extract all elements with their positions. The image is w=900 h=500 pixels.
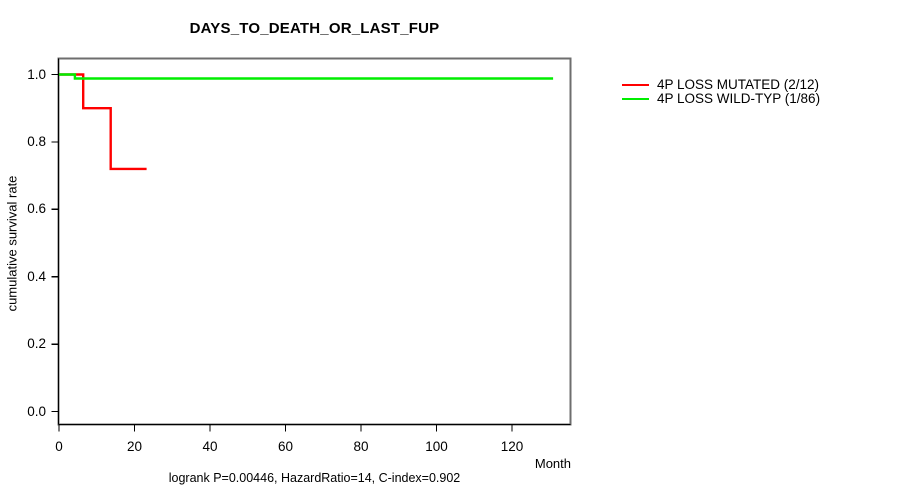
y-tick-label: 1.0 — [27, 66, 46, 82]
x-tick-label: 120 — [500, 439, 524, 454]
x-tick-label: 0 — [55, 439, 63, 454]
x-axis-label: Month — [534, 456, 571, 471]
y-tick-label: 0.2 — [27, 336, 46, 352]
x-tick-label: 80 — [353, 439, 369, 454]
legend-label: 4P LOSS WILD-TYP (1/86) — [657, 91, 821, 106]
legend-label: 4P LOSS MUTATED (2/12) — [657, 77, 820, 92]
survival-curve-wildtype — [59, 73, 554, 80]
x-tick-label: 40 — [202, 439, 218, 454]
survival-curve-mutated — [59, 73, 147, 171]
legend-line-swatch — [622, 84, 649, 86]
chart-title: DAYS_TO_DEATH_OR_LAST_FUP — [189, 20, 440, 37]
legend: 4P LOSS MUTATED (2/12) 4P LOSS WILD-TYP (… — [622, 78, 820, 106]
y-tick-label: 0.0 — [27, 403, 46, 419]
legend-item: 4P LOSS MUTATED (2/12) — [622, 78, 820, 92]
x-tick-label: 100 — [425, 439, 448, 454]
legend-line-swatch — [622, 98, 649, 100]
legend-item: 4P LOSS WILD-TYP (1/86) — [622, 92, 820, 106]
y-tick-label: 0.6 — [27, 201, 46, 217]
stats-annotation: logrank P=0.00446, HazardRatio=14, C-ind… — [168, 471, 461, 485]
plot-box — [57, 57, 572, 426]
x-tick-label: 20 — [126, 439, 143, 454]
y-tick-label: 0.8 — [27, 133, 46, 149]
y-tick-label: 0.4 — [27, 268, 46, 284]
x-tick-label: 60 — [277, 439, 294, 454]
